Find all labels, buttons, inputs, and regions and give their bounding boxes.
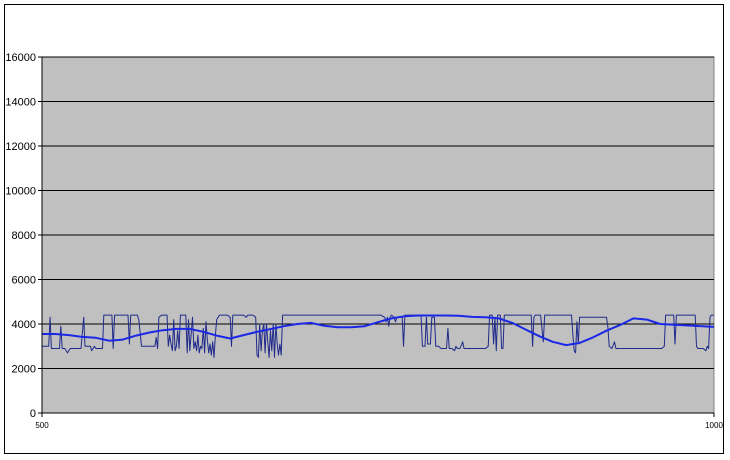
- chart-frame: 0 2000 4000 6000 8000 10000 12000 14000 16000 50…: [4, 4, 724, 454]
- y-tick-label: 4000: [12, 319, 36, 331]
- y-tick-label: 14000: [5, 97, 36, 109]
- y-tick-label: 10000: [5, 186, 36, 198]
- y-axis-tick-labels: 0 2000 4000 6000 8000 10000 12000 14000 16000: [5, 52, 42, 420]
- y-tick-label: 0: [30, 408, 36, 420]
- x-tick-label: 500: [35, 421, 49, 430]
- x-tick-label: 1000: [705, 421, 723, 430]
- y-tick-label: 6000: [12, 275, 36, 287]
- series-line-smooth: [42, 314, 715, 347]
- series-lines: [42, 314, 715, 358]
- y-tick-label: 8000: [12, 230, 36, 242]
- y-tick-label: 2000: [12, 364, 36, 376]
- line-chart: 0 2000 4000 6000 8000 10000 12000 14000 16000 50…: [5, 52, 723, 430]
- y-tick-label: 16000: [5, 52, 36, 64]
- y-tick-label: 12000: [5, 141, 36, 153]
- x-axis-tick-labels: 500 1000: [35, 413, 723, 430]
- gridlines: [42, 56, 714, 369]
